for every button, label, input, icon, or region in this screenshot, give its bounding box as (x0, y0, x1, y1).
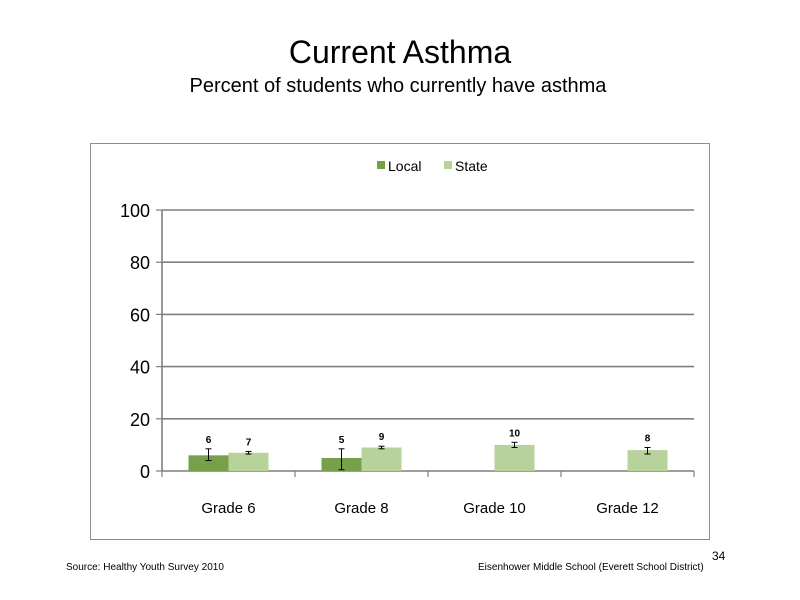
y-tick-label: 40 (130, 358, 150, 378)
chart-area (90, 143, 710, 540)
legend-swatch (444, 161, 452, 169)
school-note: Eisenhower Middle School (Everett School… (478, 562, 704, 573)
x-tick-label: Grade 6 (201, 500, 255, 517)
data-label: 10 (509, 428, 521, 439)
x-tick-label: Grade 12 (596, 500, 659, 517)
x-tick-label: Grade 8 (334, 500, 388, 517)
y-tick-label: 60 (130, 305, 150, 325)
y-tick-label: 80 (130, 253, 150, 273)
legend-label: State (455, 158, 488, 174)
data-label: 8 (645, 434, 651, 445)
page-number: 34 (712, 549, 726, 563)
data-label: 6 (206, 435, 212, 446)
bar-state (228, 452, 269, 471)
chart-title: Current Asthma (288, 34, 512, 70)
bar-state (361, 447, 402, 471)
data-label: 9 (379, 432, 385, 443)
data-label: 7 (246, 437, 252, 448)
data-label: 5 (339, 435, 345, 446)
bar-state (627, 450, 668, 471)
legend-swatch (377, 161, 385, 169)
y-tick-label: 0 (140, 462, 150, 482)
x-tick-label: Grade 10 (463, 500, 526, 517)
y-tick-label: 100 (120, 201, 150, 221)
source-note: Source: Healthy Youth Survey 2010 (66, 562, 224, 573)
bar-state (494, 444, 535, 471)
chart-subtitle: Percent of students who currently have a… (189, 75, 607, 97)
legend-label: Local (388, 158, 421, 174)
y-tick-label: 20 (130, 410, 150, 430)
bar-local (188, 455, 229, 471)
